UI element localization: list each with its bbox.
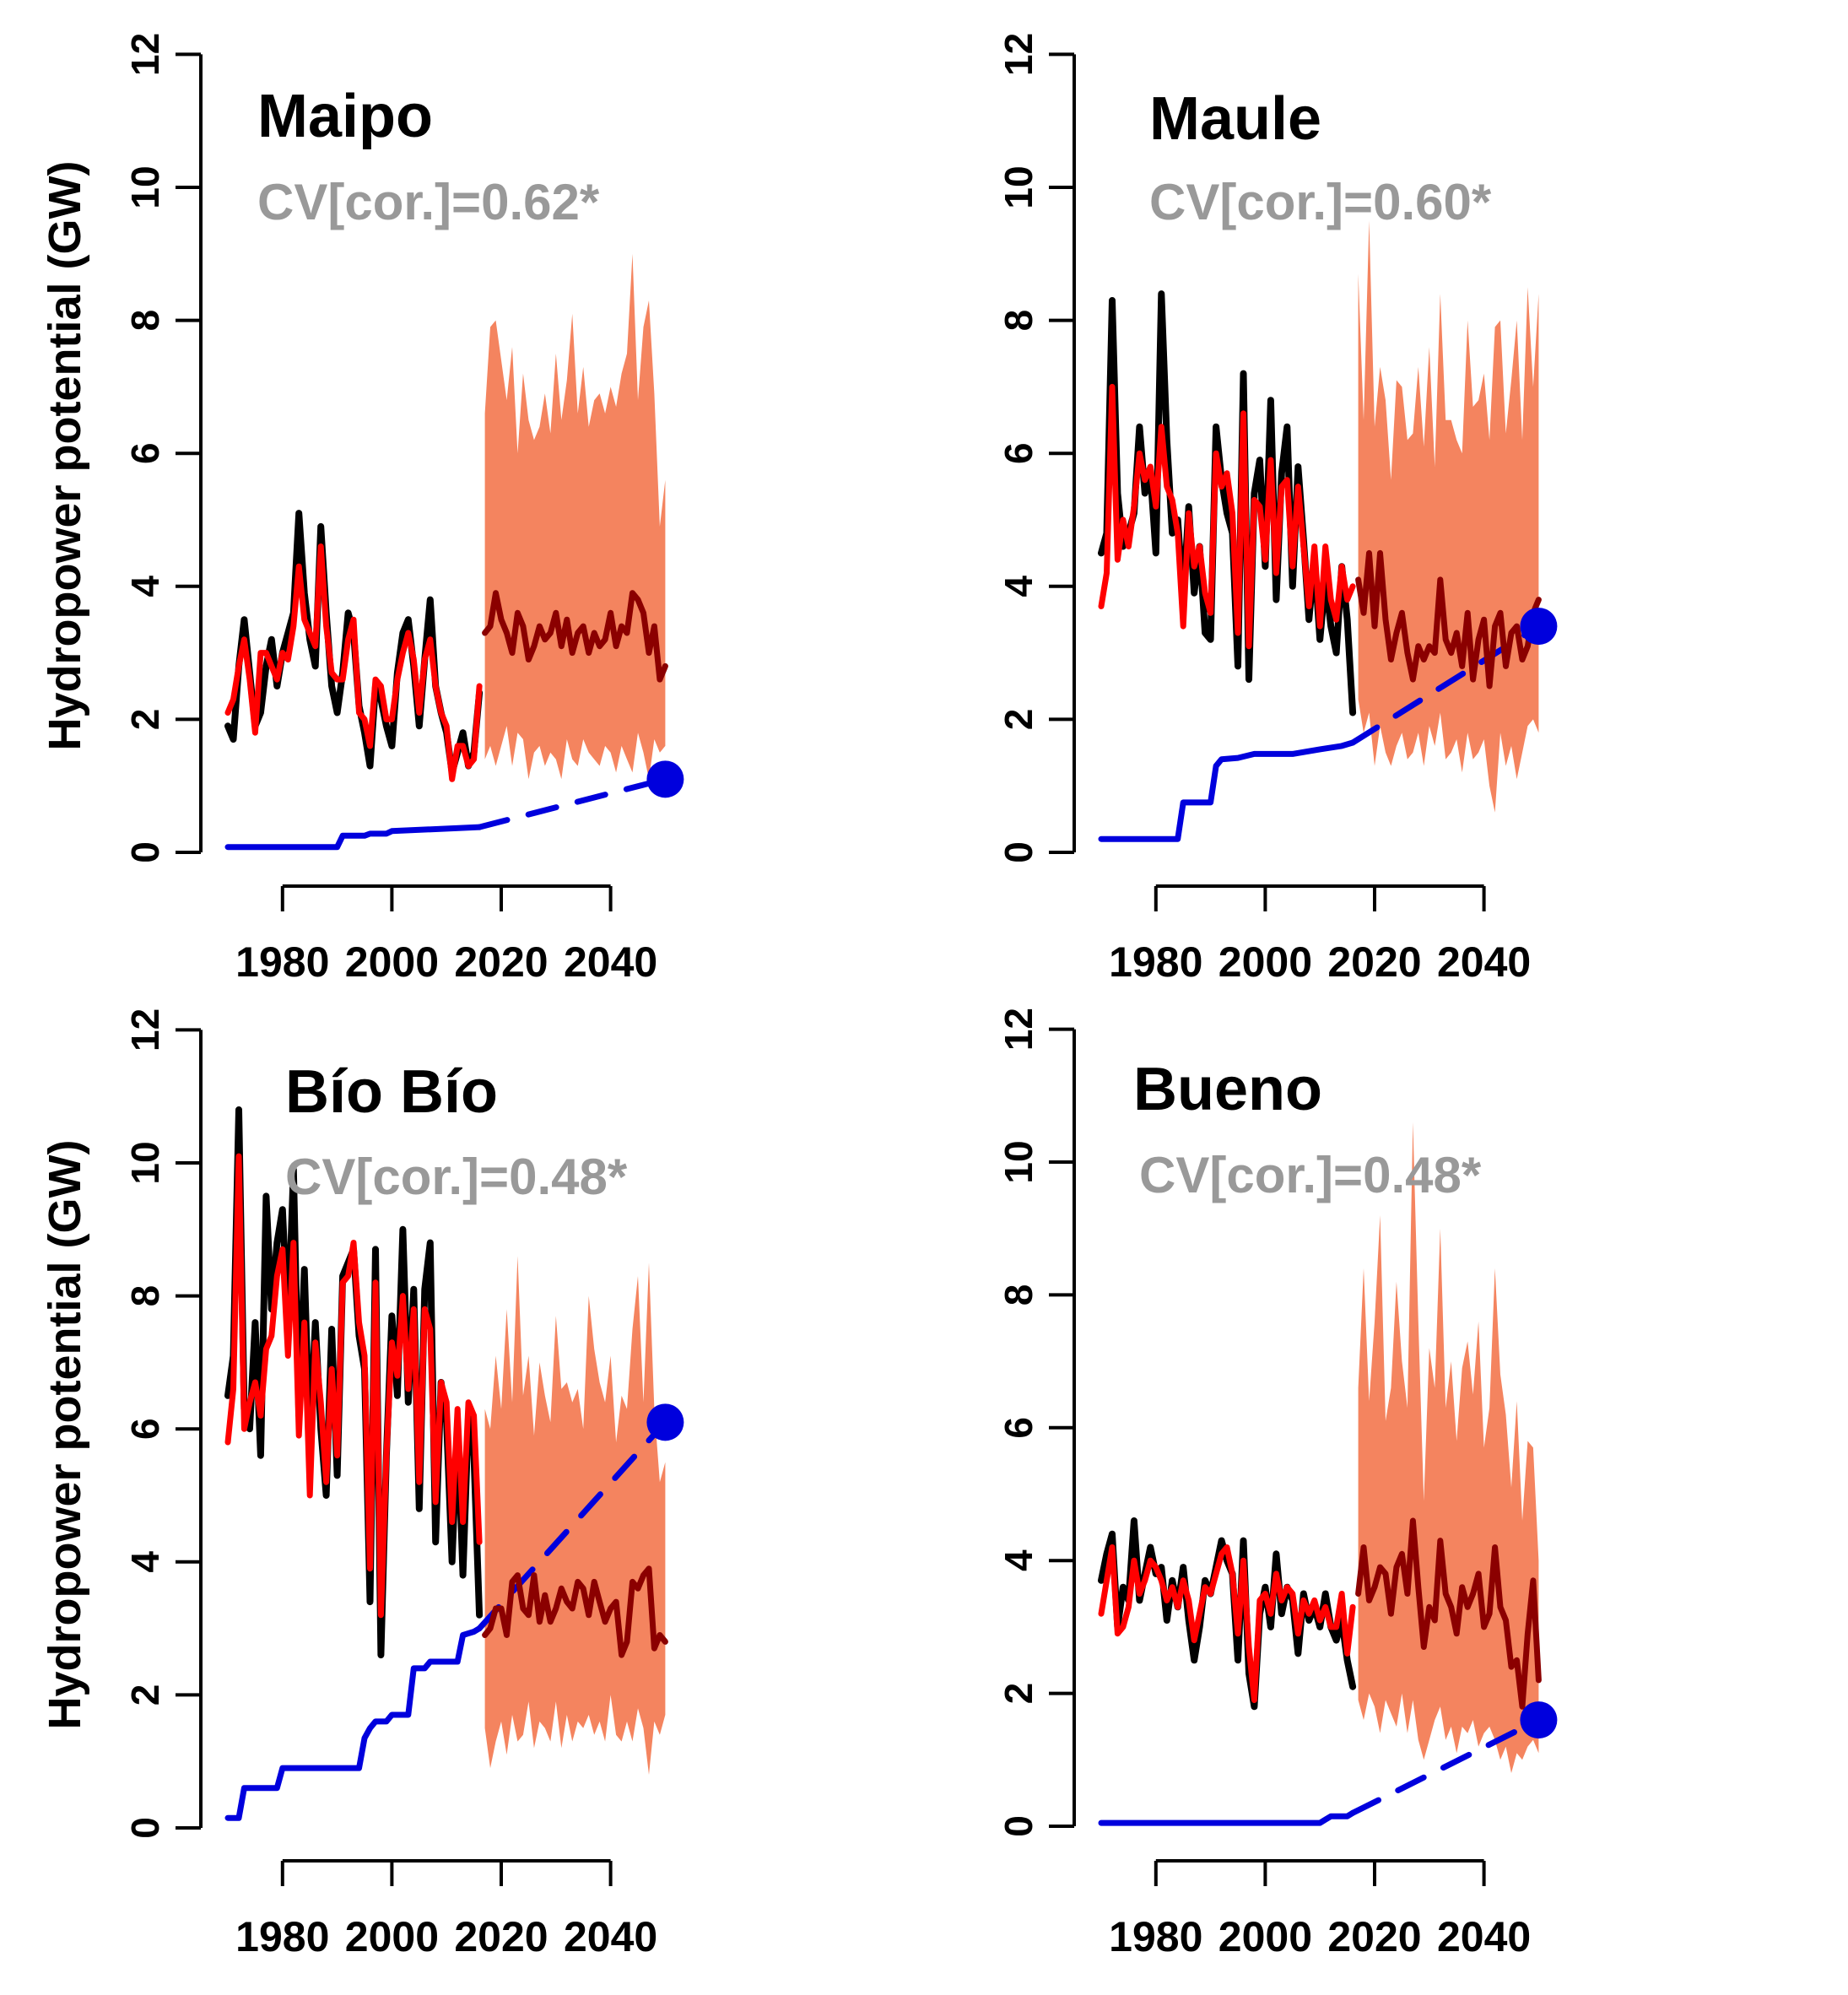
y-tick-label: 0 [123,841,167,863]
x-tick-label: 1980 [235,1913,329,1960]
y-tick-label: 2 [997,1683,1040,1705]
y-tick-label: 8 [997,310,1040,332]
simulated-potential-line [1098,383,1356,650]
y-tick-label: 8 [123,1285,167,1307]
panel-cv-label: CV[cor.]=0.60* [1149,174,1492,230]
y-tick-label: 12 [997,1008,1040,1051]
simulated-potential-line [1098,1544,1356,1703]
y-tick-label: 6 [997,442,1040,464]
panel-bio-bio: 0 2 4 6 8 10 12 1980 2000 2020 2040 Bío Bío CV[cor… [40,1008,684,1960]
series-lines-group [1098,1517,1558,1826]
capacity-target-point [1520,608,1558,646]
y-tick-label: 6 [123,442,167,464]
x-tick-label: 2040 [1437,1913,1531,1960]
y-tick-label: 6 [997,1417,1040,1439]
y-tick-label: 8 [997,1284,1040,1306]
series-lines-group [224,510,684,851]
y-tick-label: 4 [997,576,1040,597]
panel-maule: 0 2 4 6 8 10 12 1980 2000 2020 2040 Maule CV[cor.]… [997,33,1558,986]
y-tick-label: 8 [123,310,167,332]
x-tick-label: 2000 [345,1913,439,1960]
installed-capacity-line [1098,1809,1356,1826]
panel-cv-label: CV[cor.]=0.62* [257,174,600,230]
y-tick-label: 10 [123,165,167,208]
x-tick-label: 2020 [1327,938,1421,986]
x-tick-label: 2040 [564,1913,657,1960]
capacity-target-point [646,1403,684,1441]
y-tick-label: 6 [123,1418,167,1440]
axes-group: 0 2 4 6 8 10 12 1980 2000 2020 2040 [123,33,657,986]
x-tick-label: 2020 [454,1913,548,1960]
x-tick-label: 1980 [1109,938,1202,986]
panel-maipo: 0 2 4 6 8 10 12 1980 2000 2020 2040 Maipo CV[cor.]… [40,33,684,986]
y-tick-label: 2 [123,1684,167,1706]
x-tick-label: 2000 [1218,938,1312,986]
capacity-target-point [646,760,684,798]
projection-range-band [484,253,666,780]
projection-band-group [484,253,666,780]
y-tick-label: 4 [997,1549,1040,1571]
y-tick-label: 10 [997,1140,1040,1183]
capacity-target-point [1520,1701,1558,1739]
y-axis-label: Hydropower potential (GW) [40,161,90,751]
panel-title: Bueno [1133,1056,1322,1123]
projected-capacity-line [1349,1717,1542,1816]
y-tick-label: 2 [123,709,167,731]
series-lines-group [224,1106,684,1821]
simulated-potential-line [224,543,483,782]
y-tick-label: 4 [123,1551,167,1573]
x-tick-label: 2000 [345,938,439,986]
x-tick-label: 2040 [564,938,657,986]
installed-capacity-line [224,824,483,851]
y-tick-label: 0 [123,1817,167,1839]
y-axis-label: Hydropower potential (GW) [40,1140,90,1730]
projection-median-line [1355,549,1542,689]
projection-range-band [1358,1122,1539,1773]
x-tick-label: 2000 [1218,1913,1312,1960]
y-tick-label: 10 [997,165,1040,208]
projection-median-line [482,1565,668,1658]
projected-capacity-line [476,1419,668,1632]
axes-group: 0 2 4 6 8 10 12 1980 2000 2020 2040 [123,1008,657,1960]
panel-title: Maule [1149,85,1321,153]
installed-capacity-line [1098,739,1356,842]
series-lines-group [1098,290,1558,842]
panel-title: Maipo [257,83,433,150]
panel-title: Bío Bío [285,1058,498,1126]
y-tick-label: 12 [123,33,167,76]
y-tick-label: 12 [123,1008,167,1052]
x-tick-label: 1980 [1109,1913,1202,1960]
y-tick-label: 2 [997,709,1040,731]
projection-band-group [1358,1122,1539,1773]
y-tick-label: 10 [123,1141,167,1184]
panel-cv-label: CV[cor.]=0.48* [1139,1147,1482,1203]
y-tick-label: 0 [997,1815,1040,1837]
y-tick-label: 0 [997,841,1040,863]
axes-group: 0 2 4 6 8 10 12 1980 2000 2020 2040 [997,1008,1531,1960]
x-tick-label: 2040 [1437,938,1531,986]
simulated-potential-line [224,1153,483,1619]
x-tick-label: 1980 [235,938,329,986]
panel-bueno: 0 2 4 6 8 10 12 1980 2000 2020 2040 Bueno CV[cor.]… [997,1008,1558,1960]
projection-median-line [482,590,668,683]
panel-cv-label: CV[cor.]=0.48* [285,1149,628,1205]
y-tick-label: 12 [997,33,1040,76]
x-tick-label: 2020 [1327,1913,1421,1960]
y-tick-label: 4 [123,576,167,597]
projection-median-line [1355,1517,1542,1710]
installed-capacity-line [224,1625,483,1821]
x-tick-label: 2020 [454,938,548,986]
axes-group: 0 2 4 6 8 10 12 1980 2000 2020 2040 [997,33,1531,986]
projected-capacity-line [476,776,668,830]
